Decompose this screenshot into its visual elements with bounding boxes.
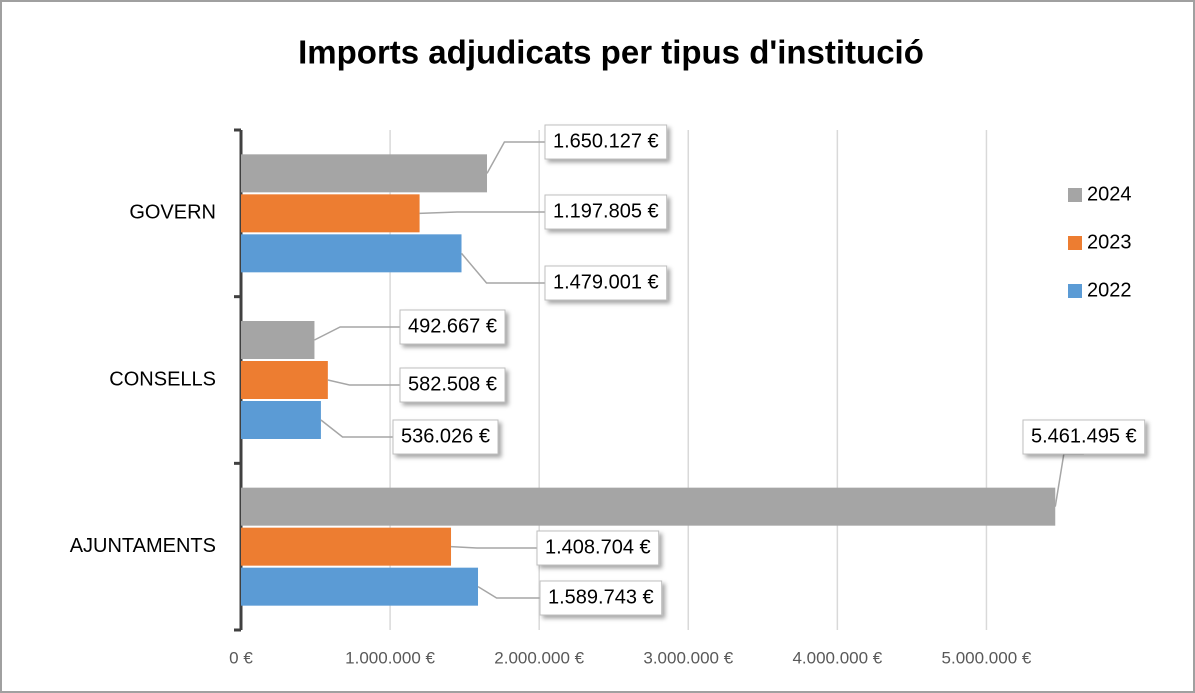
data-label-box xyxy=(399,367,506,403)
y-tick-label: GOVERN xyxy=(129,202,216,224)
data-label: 536.026 € xyxy=(401,425,490,447)
data-label: 1.197.805 € xyxy=(553,200,659,222)
data-label-box xyxy=(539,580,663,616)
y-tick-label: AJUNTAMENTS xyxy=(70,535,216,557)
data-label: 582.508 € xyxy=(408,373,497,395)
data-label-box xyxy=(544,124,668,160)
legend-swatch xyxy=(1068,188,1082,202)
leader-line xyxy=(320,419,393,438)
data-label-box xyxy=(544,265,668,301)
bar xyxy=(241,567,479,606)
x-tick-label: 3.000.000 € xyxy=(643,648,733,667)
leader-line xyxy=(419,211,545,215)
bar xyxy=(241,194,420,233)
bar xyxy=(241,487,1056,526)
x-tick-label: 1.000.000 € xyxy=(345,648,435,667)
x-tick-label: 2.000.000 € xyxy=(494,648,584,667)
legend-swatch xyxy=(1068,284,1082,298)
x-tick-label: 4.000.000 € xyxy=(792,648,882,667)
bar xyxy=(241,401,321,439)
leader-line xyxy=(327,379,400,386)
bar xyxy=(241,321,315,359)
bar xyxy=(241,361,328,399)
leader-line xyxy=(314,326,400,341)
data-label-box xyxy=(392,419,499,455)
leader-line xyxy=(460,252,545,284)
data-label: 1.589.743 € xyxy=(548,586,654,608)
data-label: 5.461.495 € xyxy=(1031,425,1137,447)
leader-line xyxy=(477,586,540,599)
data-label-box xyxy=(544,194,668,230)
x-tick-label: 0 € xyxy=(229,648,253,667)
bar xyxy=(241,234,462,273)
legend-label: 2023 xyxy=(1087,231,1132,253)
leader-line xyxy=(486,141,545,174)
chart-title: Imports adjudicats per tipus d'instituci… xyxy=(298,34,924,71)
data-label: 492.667 € xyxy=(408,315,497,337)
data-label: 1.479.001 € xyxy=(553,271,659,293)
legend-swatch xyxy=(1068,236,1082,250)
data-label: 1.408.704 € xyxy=(545,536,651,558)
data-label-box xyxy=(1022,419,1146,455)
x-tick-label: 5.000.000 € xyxy=(942,648,1032,667)
data-label: 1.650.127 € xyxy=(553,130,659,152)
bar xyxy=(241,154,488,193)
y-tick-label: CONSELLS xyxy=(109,368,216,390)
leader-line xyxy=(450,545,537,549)
legend-label: 2024 xyxy=(1087,183,1132,205)
data-label-box xyxy=(399,309,506,345)
legend-label: 2022 xyxy=(1087,279,1132,301)
bar xyxy=(241,527,452,566)
data-label-box xyxy=(536,530,660,566)
